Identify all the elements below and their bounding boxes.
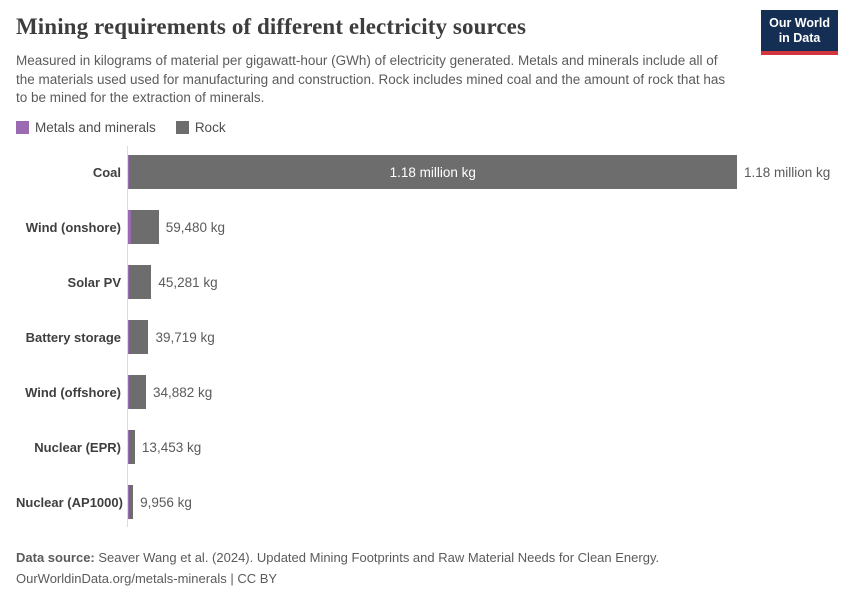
category-label-wind-offshore: Wind (offshore) xyxy=(25,384,121,400)
metals-segment-coal[interactable] xyxy=(128,155,129,189)
rock-segment-wind-onshore[interactable] xyxy=(130,210,159,244)
rock-segment-coal[interactable]: 1.18 million kg xyxy=(128,155,737,189)
bar-coal[interactable]: 1.18 million kg xyxy=(128,155,737,189)
legend-label-rock: Rock xyxy=(194,120,226,135)
bar-solar-pv[interactable] xyxy=(128,265,152,299)
metals-segment-solar-pv[interactable] xyxy=(128,265,130,299)
footer: Data source: Seaver Wang et al. (2024). … xyxy=(16,547,659,589)
category-label-coal: Coal xyxy=(92,164,121,180)
data-source-label: Data source: xyxy=(16,550,95,565)
metals-swatch-icon xyxy=(16,121,29,134)
value-label-wind-onshore: 59,480 kg xyxy=(165,219,225,235)
category-label-battery-storage: Battery storage xyxy=(25,329,121,345)
category-label-nuclear-ap1000: Nuclear (AP1000) xyxy=(16,494,123,510)
rock-segment-wind-offshore[interactable] xyxy=(129,375,146,409)
metals-segment-nuclear-epr[interactable] xyxy=(128,430,130,464)
value-label-wind-offshore: 34,882 kg xyxy=(152,384,213,400)
bar-row-coal: Coal 1.18 million kg 1.18 million kg xyxy=(16,155,850,189)
value-label-solar-pv: 45,281 kg xyxy=(158,274,218,290)
value-label-battery-storage: 39,719 kg xyxy=(155,329,215,345)
bar-battery-storage[interactable] xyxy=(128,320,149,354)
bar-chart: Coal 1.18 million kg 1.18 million kg Wind (… xyxy=(16,146,850,527)
legend-item-metals[interactable]: Metals and minerals xyxy=(16,120,156,135)
bar-row-nuclear-epr: Nuclear (EPR) 13,453 kg xyxy=(16,430,850,464)
rock-segment-nuclear-ap1000[interactable] xyxy=(128,485,134,519)
data-source-line: Data source: Seaver Wang et al. (2024). … xyxy=(16,547,659,568)
bar-row-wind-onshore: Wind (onshore) 59,480 kg xyxy=(16,210,850,244)
bar-row-nuclear-ap1000: Nuclear (AP1000) 9,956 kg xyxy=(16,485,850,519)
footer-url-line: OurWorldinData.org/metals-minerals | CC … xyxy=(16,571,278,586)
owid-logo[interactable]: Our World in Data xyxy=(761,10,838,55)
metals-segment-nuclear-ap1000[interactable] xyxy=(128,485,129,519)
rock-swatch-icon xyxy=(175,121,189,134)
data-source-text: Seaver Wang et al. (2024). Updated Minin… xyxy=(94,550,660,565)
bar-row-solar-pv: Solar PV 45,281 kg xyxy=(16,265,850,299)
metals-segment-wind-offshore[interactable] xyxy=(128,375,130,409)
bar-nuclear-ap1000[interactable] xyxy=(128,485,134,519)
owid-logo-line2: in Data xyxy=(778,31,821,45)
category-label-wind-onshore: Wind (onshore) xyxy=(25,219,121,235)
category-label-nuclear-epr: Nuclear (EPR) xyxy=(34,439,121,455)
bar-wind-onshore[interactable] xyxy=(128,210,159,244)
rock-segment-battery-storage[interactable] xyxy=(129,320,149,354)
rock-segment-nuclear-epr[interactable] xyxy=(129,430,135,464)
value-label-coal: 1.18 million kg xyxy=(743,164,831,180)
category-label-solar-pv: Solar PV xyxy=(67,274,121,290)
bar-nuclear-epr[interactable] xyxy=(128,430,135,464)
legend-label-metals: Metals and minerals xyxy=(35,120,156,135)
metals-segment-battery-storage[interactable] xyxy=(128,320,130,354)
rock-segment-solar-pv[interactable] xyxy=(129,265,152,299)
chart-subtitle: Measured in kilograms of material per gi… xyxy=(16,53,726,105)
legend: Metals and minerals Rock xyxy=(16,120,226,135)
legend-item-rock[interactable]: Rock xyxy=(175,120,226,135)
chart-title: Mining requirements of different electri… xyxy=(16,14,527,39)
bar-wind-offshore[interactable] xyxy=(128,375,146,409)
value-label-nuclear-ap1000: 9,956 kg xyxy=(140,494,192,510)
metals-segment-wind-onshore[interactable] xyxy=(128,210,131,244)
y-axis-line xyxy=(127,146,128,527)
inside-bar-value-label: 1.18 million kg xyxy=(389,164,476,180)
bar-row-wind-offshore: Wind (offshore) 34,882 kg xyxy=(16,375,850,409)
value-label-nuclear-epr: 13,453 kg xyxy=(141,439,202,455)
bar-row-battery-storage: Battery storage 39,719 kg xyxy=(16,320,850,354)
owid-logo-line1: Our World xyxy=(769,16,830,30)
